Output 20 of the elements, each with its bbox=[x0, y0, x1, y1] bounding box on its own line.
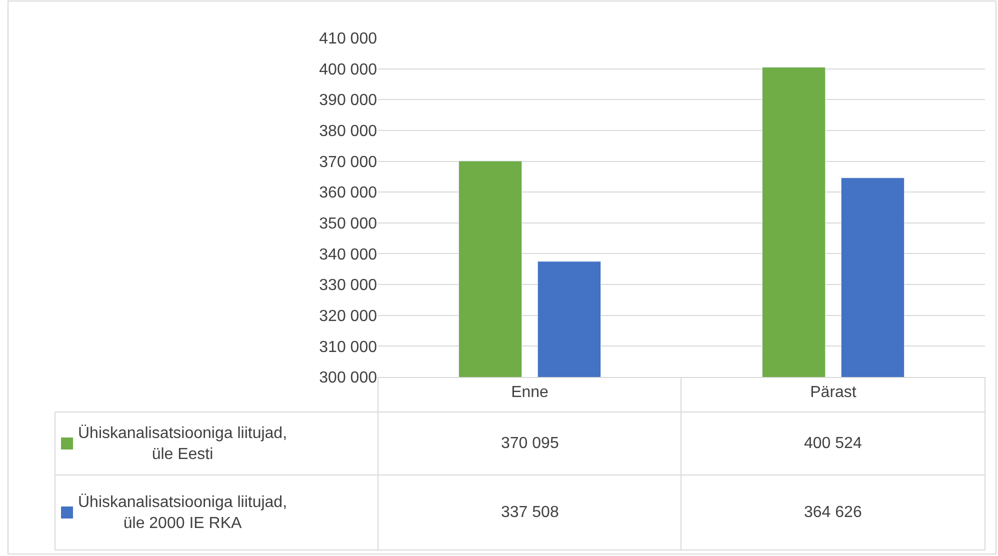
data-label: 337 508 bbox=[501, 504, 559, 521]
y-tick-label: 340 000 bbox=[319, 246, 378, 264]
y-tick-label: 330 000 bbox=[319, 277, 378, 294]
y-tick-label: 390 000 bbox=[319, 92, 378, 110]
y-tick-label: 350 000 bbox=[319, 216, 378, 233]
y-tick-label: 310 000 bbox=[319, 338, 378, 356]
y-tick-label: 410 000 bbox=[319, 30, 378, 48]
y-tick-label: 380 000 bbox=[319, 123, 378, 140]
legend-label: Ühiskanalisatsiooniga liitujad, üle Eesti bbox=[78, 424, 288, 463]
x-tick-label: Enne bbox=[511, 384, 549, 402]
y-tick-label: 300 000 bbox=[319, 370, 378, 387]
y-tick-label: 360 000 bbox=[319, 184, 378, 202]
legend-label: Ühiskanalisatsiooniga liitujad, üle 2000 IE RKA bbox=[78, 493, 288, 532]
y-tick-label: 400 000 bbox=[319, 61, 378, 78]
data-label: 364 626 bbox=[804, 504, 862, 521]
y-tick-label: 320 000 bbox=[319, 308, 378, 325]
y-tick-label: 370 000 bbox=[319, 154, 378, 171]
x-tick-label: Pärast bbox=[810, 384, 857, 402]
data-label: 400 524 bbox=[804, 435, 862, 452]
data-label: 370 095 bbox=[501, 435, 559, 452]
